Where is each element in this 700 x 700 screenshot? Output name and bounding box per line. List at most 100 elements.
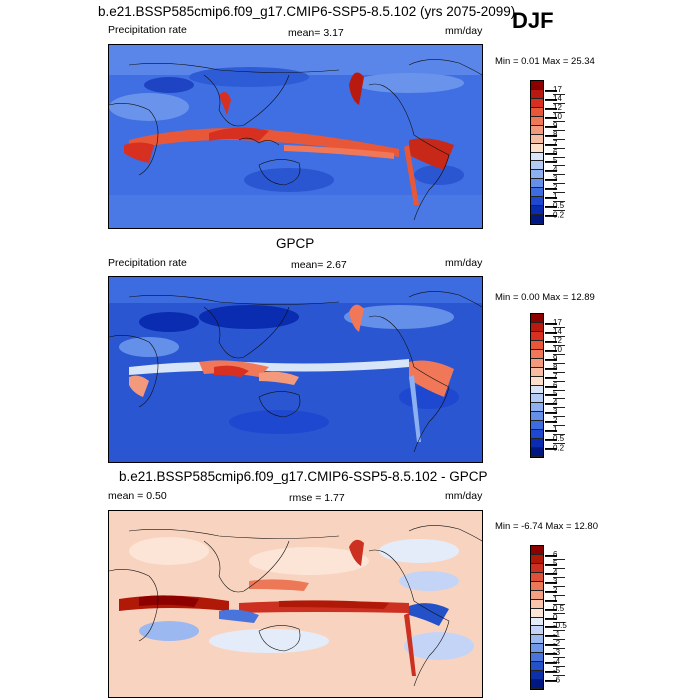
colorbar-tick-label: 12 [553, 103, 565, 113]
colorbar-tick [545, 376, 557, 379]
colorbar-tick [545, 161, 557, 164]
precip-map [108, 276, 483, 463]
colorbar-tick-label: 5 [553, 559, 565, 569]
colorbar-swatch [531, 439, 543, 449]
colorbar-tick [545, 617, 557, 620]
colorbar-swatch [531, 572, 543, 582]
colorbar-tick-label: 17 [553, 318, 565, 328]
colorbar-swatch [531, 563, 543, 573]
min-max-label: Min = -6.74 Max = 12.80 [495, 521, 598, 532]
colorbar-tick-label: 9 [553, 354, 565, 364]
colorbar-tick [545, 143, 557, 146]
panel-title: b.e21.BSSP585cmip6.f09_g17.CMIP6-SSP5-8.… [98, 4, 516, 19]
colorbar-tick [545, 635, 557, 638]
variable-label: Precipitation rate [108, 24, 187, 36]
colorbar-tick-label: 0 [553, 613, 565, 623]
precip-map [108, 44, 483, 229]
colorbar-tick [545, 590, 557, 593]
colorbar-swatch [531, 581, 543, 591]
colorbar-tick [545, 215, 557, 218]
min-max-label: Min = 0.00 Max = 12.89 [495, 292, 595, 303]
colorbar-tick [545, 125, 557, 128]
colorbar-tick [545, 340, 557, 343]
colorbar-tick-label: 8 [553, 130, 565, 140]
colorbar-tick-label: 0.5 [553, 434, 565, 445]
colorbar-swatch [531, 590, 543, 600]
colorbar-tick-label: 3 [553, 407, 565, 418]
colorbar-tick-label: -6 [553, 675, 561, 685]
colorbar-swatch [531, 617, 543, 627]
colorbar-tick-label: 2 [553, 416, 565, 427]
colorbar-tick-label: -5 [553, 666, 565, 677]
colorbar-swatch [531, 644, 543, 654]
colorbar-tick [545, 403, 557, 406]
mean-label: mean= 3.17 [288, 27, 344, 39]
colorbar-tick [545, 197, 557, 200]
colorbar-swatch [531, 188, 543, 198]
colorbar-swatch [531, 554, 543, 564]
units-label: mm/day [445, 25, 483, 37]
colorbar-tick [545, 134, 557, 137]
colorbar-swatch [531, 653, 543, 663]
colorbar-tick [545, 626, 557, 629]
colorbar-tick [545, 367, 557, 370]
colorbar-swatch [531, 134, 543, 144]
mean-label: mean = 0.50 [108, 490, 167, 502]
difference-map [108, 510, 483, 698]
colorbar-tick [545, 563, 557, 566]
colorbar-tick [545, 430, 557, 433]
colorbar-tick [545, 671, 557, 674]
colorbar-swatch [531, 81, 543, 90]
colorbar-tick-label: 12 [553, 336, 565, 346]
colorbar-tick-label: 10 [553, 345, 565, 355]
colorbar-tick-label: 17 [553, 85, 565, 95]
colorbar-tick [545, 572, 557, 575]
colorbar-swatch [531, 215, 543, 224]
mean-label: mean= 2.67 [291, 259, 347, 271]
colorbar-swatch [531, 314, 543, 323]
colorbar-swatch [531, 358, 543, 368]
colorbar-tick-label: 1 [553, 425, 565, 436]
colorbar-swatch [531, 546, 543, 555]
colorbar-tick [545, 412, 557, 415]
colorbar-tick-label: -3 [553, 648, 565, 659]
colorbar-tick [545, 179, 557, 182]
colorbar-tick [545, 116, 557, 119]
colorbar-tick [545, 188, 557, 191]
colorbar-swatch [531, 125, 543, 135]
colorbar-swatch [531, 197, 543, 207]
colorbar-tick [545, 608, 557, 611]
colorbar-tick-label: 6 [553, 148, 565, 158]
rmse-label: rmse = 1.77 [289, 492, 345, 504]
colorbar-tick-label: 6 [553, 550, 565, 560]
colorbar-tick [545, 421, 557, 424]
colorbar-tick-label: 4 [553, 568, 565, 578]
colorbar-tick [545, 599, 557, 602]
colorbar-tick-label: -2 [553, 639, 565, 650]
colorbar-swatch [531, 403, 543, 413]
colorbar-tick [545, 662, 557, 665]
colorbar: 17 14 12 10 9 8 7 6 5 4 3 2 1 0.5 0.2 [530, 80, 565, 225]
colorbar-tick-label: 14 [553, 327, 565, 337]
colorbar-tick-label: 2 [553, 586, 565, 596]
colorbar-swatch [531, 340, 543, 350]
colorbar-swatch [531, 89, 543, 99]
colorbar-tick [545, 653, 557, 656]
colorbar: 6 5 4 3 2 1 0.5 0 -0.5 -1 -2 -3 -4 -5 -6 [530, 545, 567, 690]
colorbar-tick-label: 2 [553, 183, 565, 194]
colorbar-tick-label: 7 [553, 372, 565, 382]
colorbar-swatch [531, 98, 543, 108]
colorbar-tick-label: -1 [553, 630, 565, 641]
panel-title: b.e21.BSSP585cmip6.f09_g17.CMIP6-SSP5-8.… [119, 469, 488, 484]
season-label: DJF [512, 8, 554, 33]
colorbar-swatch [531, 367, 543, 377]
colorbar-tick-label: 4 [553, 165, 565, 176]
colorbar-tick-label: 7 [553, 139, 565, 149]
panel-title: GPCP [276, 236, 315, 251]
colorbar-tick-label: 8 [553, 363, 565, 373]
colorbar-tick [545, 554, 557, 557]
colorbar-swatch [531, 376, 543, 386]
colorbar-swatch [531, 671, 543, 681]
colorbar-tick-label: 14 [553, 94, 565, 104]
colorbar-swatch [531, 635, 543, 645]
